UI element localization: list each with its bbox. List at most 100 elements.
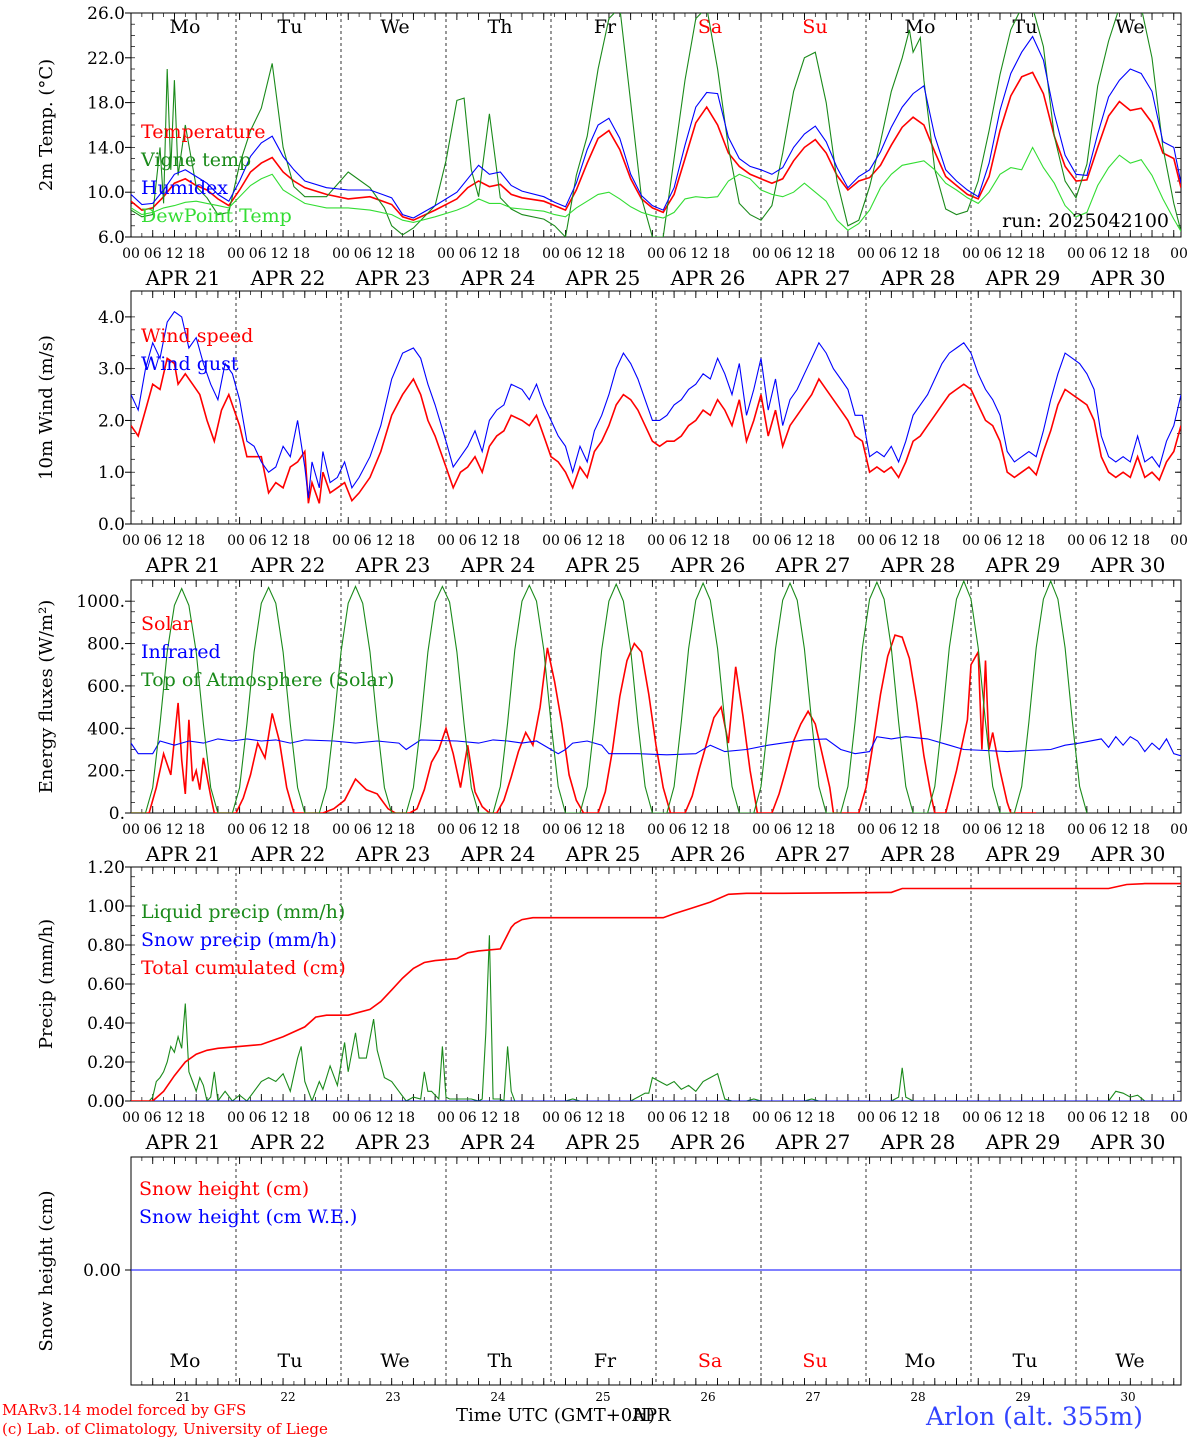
- date-label: APR 25: [565, 1130, 641, 1154]
- day-of-week-label: Tu: [1013, 1350, 1038, 1372]
- date-label: APR 22: [250, 553, 326, 577]
- hour-tick-label: 06: [1089, 246, 1107, 262]
- y-tick-label: 18.0: [87, 94, 125, 114]
- hour-tick-label: 06: [564, 822, 582, 838]
- day-number-label: 24: [490, 1390, 506, 1404]
- day-of-week-label: Tu: [1013, 16, 1038, 38]
- date-label: APR 21: [145, 266, 221, 290]
- hour-tick-label: 00: [647, 246, 665, 262]
- hour-tick-label: 06: [984, 533, 1002, 549]
- y-tick-label: 1.20: [87, 858, 125, 878]
- hour-tick-label: 12: [481, 1110, 499, 1126]
- hour-tick-label: 00: [542, 1110, 560, 1126]
- date-label: APR 21: [145, 1130, 221, 1154]
- y-tick-label: 0.: [109, 804, 125, 824]
- hour-tick-label: 00: [1170, 246, 1188, 262]
- hour-tick-label: 12: [1111, 246, 1129, 262]
- hour-tick-label: 12: [376, 533, 394, 549]
- day-of-week-label: Su: [802, 1350, 827, 1372]
- time-axis-overlay: APR: [632, 1405, 671, 1426]
- hour-tick-label: 06: [249, 246, 267, 262]
- hour-tick-label: 00: [1170, 1110, 1188, 1126]
- hour-tick-label: 12: [796, 1110, 814, 1126]
- day-of-week-label: We: [380, 16, 409, 38]
- hour-tick-label: 12: [691, 246, 709, 262]
- legend-entry: Humidex: [141, 177, 228, 199]
- series-line-temperature: [131, 71, 1181, 222]
- day-number-label: 23: [385, 1390, 400, 1404]
- hour-tick-label: 18: [922, 822, 940, 838]
- date-label: APR 25: [565, 842, 641, 866]
- hour-tick-label: 00: [962, 822, 980, 838]
- day-of-week-label: Sa: [698, 1350, 722, 1372]
- y-axis-title: Energy fluxes (W/m²): [36, 600, 57, 794]
- hour-tick-label: 18: [292, 822, 310, 838]
- date-label: APR 27: [775, 553, 851, 577]
- series-line-infrared: [131, 735, 1181, 757]
- day-of-week-label: Mo: [905, 16, 936, 38]
- hour-tick-label: 18: [607, 1110, 625, 1126]
- hour-tick-label: 06: [354, 822, 372, 838]
- date-label: APR 24: [460, 553, 536, 577]
- hour-tick-label: 00: [752, 533, 770, 549]
- hour-tick-label: 18: [397, 533, 415, 549]
- hour-tick-label: 00: [122, 1110, 140, 1126]
- station-label: Arlon (alt. 355m): [926, 1402, 1143, 1431]
- day-of-week-label: Mo: [170, 16, 201, 38]
- hour-tick-label: 06: [984, 822, 1002, 838]
- hour-tick-label: 00: [752, 1110, 770, 1126]
- date-label: APR 26: [670, 842, 746, 866]
- date-label: APR 29: [985, 266, 1061, 290]
- hour-tick-label: 12: [481, 533, 499, 549]
- hour-tick-label: 18: [817, 1110, 835, 1126]
- hour-tick-label: 18: [187, 533, 205, 549]
- hour-tick-label: 00: [437, 246, 455, 262]
- panel-4: 0.00 0.20 0.40 0.60 0.80 1.00 1.20 Precip (mm/h…: [36, 858, 1188, 1154]
- hour-tick-label: 06: [144, 533, 162, 549]
- hour-tick-label: 12: [1006, 1110, 1024, 1126]
- date-label: APR 22: [250, 1130, 326, 1154]
- panel-3: 0. 200. 400. 600. 800. 1000. Energy fluxes (W/…: [36, 579, 1188, 866]
- run-annotation: run: 2025042100: [1002, 210, 1169, 232]
- hour-tick-label: 18: [817, 533, 835, 549]
- hour-tick-label: 06: [669, 246, 687, 262]
- date-label: APR 30: [1090, 1130, 1166, 1154]
- day-of-week-label: Th: [488, 16, 513, 38]
- day-of-week-label: Fr: [594, 16, 617, 38]
- y-tick-label: 1.0: [98, 463, 125, 483]
- hour-tick-label: 00: [542, 822, 560, 838]
- hour-tick-label: 18: [1132, 533, 1150, 549]
- hour-tick-label: 18: [502, 822, 520, 838]
- day-of-week-label: Mo: [170, 1350, 201, 1372]
- date-label: APR 26: [670, 266, 746, 290]
- hour-tick-label: 18: [1132, 822, 1150, 838]
- date-label: APR 29: [985, 1130, 1061, 1154]
- hour-tick-label: 12: [166, 246, 184, 262]
- hour-tick-label: 06: [249, 1110, 267, 1126]
- date-label: APR 29: [985, 553, 1061, 577]
- hour-tick-label: 06: [459, 533, 477, 549]
- y-tick-label: 600.: [87, 677, 125, 697]
- hour-tick-label: 12: [586, 533, 604, 549]
- date-label: APR 21: [145, 842, 221, 866]
- hour-tick-label: 12: [796, 533, 814, 549]
- hour-tick-label: 06: [1089, 822, 1107, 838]
- hour-tick-label: 18: [397, 1110, 415, 1126]
- hour-tick-label: 18: [607, 822, 625, 838]
- legend-entry: Snow height (cm W.E.): [139, 1206, 357, 1228]
- hour-tick-label: 18: [712, 822, 730, 838]
- hour-tick-label: 18: [1027, 533, 1045, 549]
- hour-tick-label: 18: [1132, 1110, 1150, 1126]
- day-number-label: 28: [910, 1390, 925, 1404]
- hour-tick-label: 00: [1067, 533, 1085, 549]
- day-of-week-label: Th: [488, 1350, 513, 1372]
- day-number-label: 29: [1015, 1390, 1030, 1404]
- legend-entry: Wind gust: [141, 353, 239, 375]
- series-line-solar: [131, 634, 1037, 813]
- y-axis-title: Snow height (cm): [36, 1190, 57, 1351]
- hour-tick-label: 00: [647, 1110, 665, 1126]
- hour-tick-label: 00: [122, 822, 140, 838]
- hour-tick-label: 00: [227, 246, 245, 262]
- hour-tick-label: 12: [586, 246, 604, 262]
